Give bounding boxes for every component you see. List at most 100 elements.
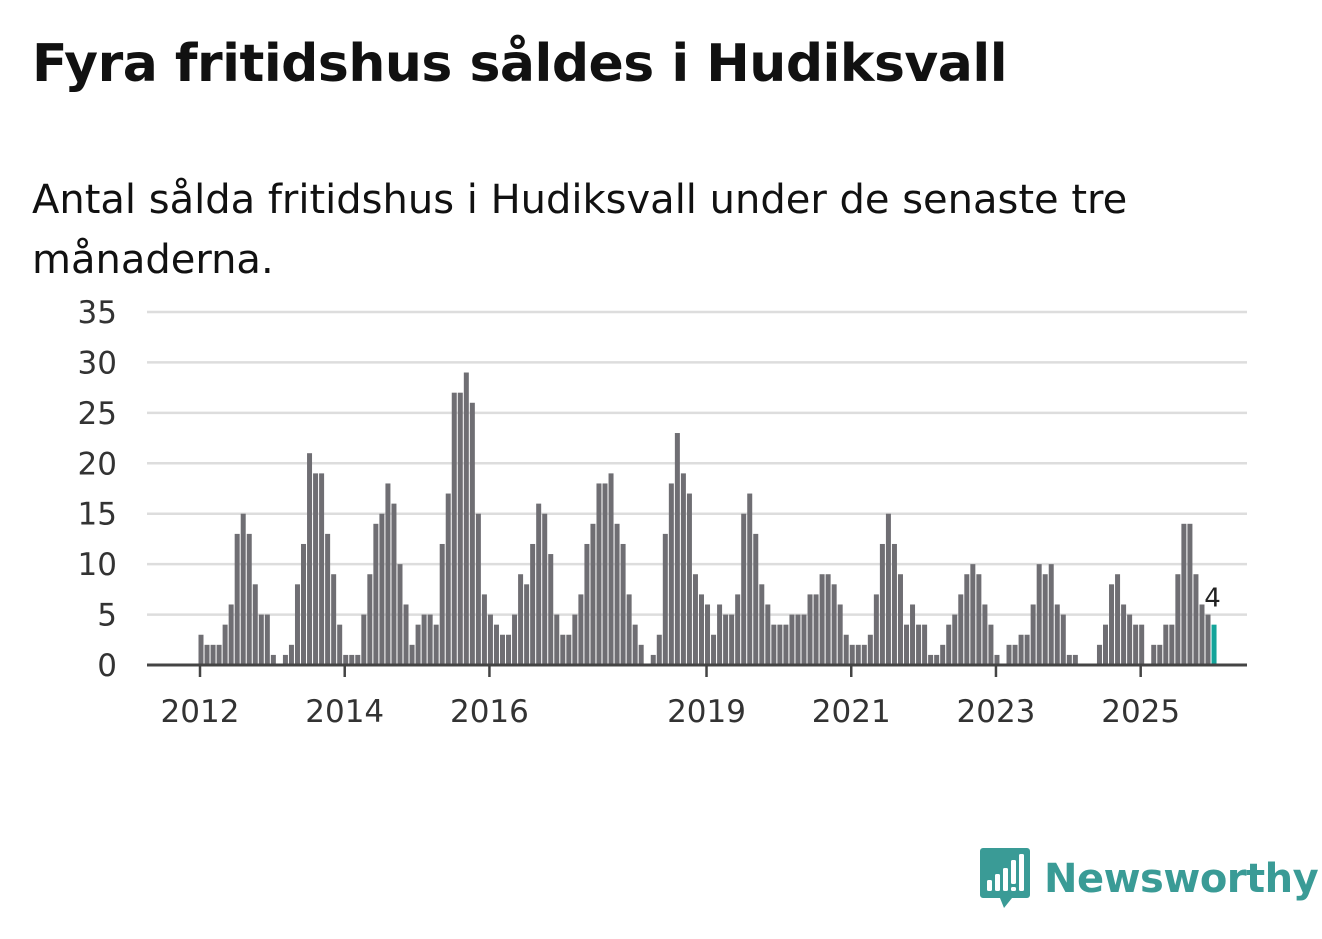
- bar: [747, 493, 753, 665]
- bar: [307, 453, 313, 665]
- bar: [270, 654, 276, 665]
- bar: [976, 574, 982, 665]
- bar: [801, 614, 807, 665]
- bar: [421, 614, 427, 665]
- bar: [602, 483, 608, 665]
- bar: [391, 503, 397, 665]
- bar: [994, 654, 1000, 665]
- bar: [415, 624, 421, 665]
- bar: [252, 584, 258, 665]
- bar: [705, 604, 711, 665]
- bar: [982, 604, 988, 665]
- bar: [614, 523, 620, 665]
- bar: [493, 624, 499, 665]
- bar: [1121, 604, 1127, 665]
- bar: [1139, 624, 1145, 665]
- x-tick-label: 2021: [812, 694, 891, 730]
- newsworthy-logo-icon: [980, 848, 1030, 908]
- bar: [638, 644, 644, 665]
- bar: [783, 624, 789, 665]
- bar: [596, 483, 602, 665]
- y-tick-label: 10: [78, 547, 117, 583]
- bar: [1018, 634, 1024, 665]
- bar: [343, 654, 349, 665]
- bar: [210, 644, 216, 665]
- bar: [771, 624, 777, 665]
- bar: [1006, 644, 1012, 665]
- bar: [403, 604, 409, 665]
- bar: [572, 614, 578, 665]
- bar: [922, 624, 928, 665]
- bar: [427, 614, 433, 665]
- bar: [729, 614, 735, 665]
- bar: [1054, 604, 1060, 665]
- bar: [313, 473, 319, 665]
- bar: [512, 614, 518, 665]
- bar: [198, 634, 204, 665]
- bar: [530, 543, 536, 665]
- bar: [397, 564, 403, 665]
- y-tick-label: 0: [97, 648, 117, 684]
- bar: [1042, 574, 1048, 665]
- x-axis-ticks: 2012 2014 2016 2019 2021 2023 2025: [161, 665, 1180, 730]
- bar: [590, 523, 596, 665]
- bar: [234, 533, 240, 665]
- bar: [692, 574, 698, 665]
- bar: [222, 624, 228, 665]
- bar: [626, 594, 632, 665]
- bar: [1181, 523, 1187, 665]
- x-tick-label: 2012: [161, 694, 240, 730]
- bar: [506, 634, 512, 665]
- bar: [1036, 564, 1042, 665]
- bar: [897, 574, 903, 665]
- bar: [741, 513, 747, 665]
- x-tick-label: 2023: [957, 694, 1036, 730]
- bar: [904, 624, 910, 665]
- bar: [843, 634, 849, 665]
- bar: [686, 493, 692, 665]
- bar: [608, 473, 614, 665]
- bar: [439, 543, 445, 665]
- y-axis-ticks: 0 5 10 15 20 25 30 35: [78, 295, 117, 684]
- bar: [282, 654, 288, 665]
- bar: [1103, 624, 1108, 665]
- bar: [373, 523, 379, 665]
- bar: [958, 594, 964, 665]
- bar: [463, 372, 469, 665]
- bar: [1187, 523, 1193, 665]
- bars: [198, 372, 1217, 665]
- bar: [481, 594, 487, 665]
- bar: [934, 654, 940, 665]
- bar: [264, 614, 270, 665]
- bar: [1133, 624, 1139, 665]
- bar: [656, 634, 662, 665]
- bar: [855, 644, 861, 665]
- y-tick-label: 20: [78, 446, 117, 482]
- bar: [988, 624, 994, 665]
- bar: [946, 624, 952, 665]
- x-tick-label: 2016: [450, 694, 529, 730]
- bar: [451, 392, 457, 665]
- bar: [1175, 574, 1181, 665]
- bar: [361, 614, 367, 665]
- bar: [723, 614, 729, 665]
- bar: [325, 533, 331, 665]
- bar: [879, 543, 885, 665]
- bar: [379, 513, 385, 665]
- data-labels: 4: [1204, 584, 1221, 614]
- bar: [680, 473, 686, 665]
- bar: [777, 624, 783, 665]
- bar: [1163, 624, 1169, 665]
- bar: [1012, 644, 1018, 665]
- chart-subtitle: Antal sålda fritidshus i Hudiksvall unde…: [32, 177, 1128, 283]
- bar: [524, 584, 530, 665]
- bar: [433, 624, 439, 665]
- bar: [891, 543, 897, 665]
- bar: [813, 594, 819, 665]
- bar: [867, 634, 873, 665]
- bar: [487, 614, 493, 665]
- last-value-label: 4: [1204, 584, 1221, 614]
- bar: [964, 574, 970, 665]
- bar: [698, 594, 704, 665]
- bar: [548, 554, 554, 665]
